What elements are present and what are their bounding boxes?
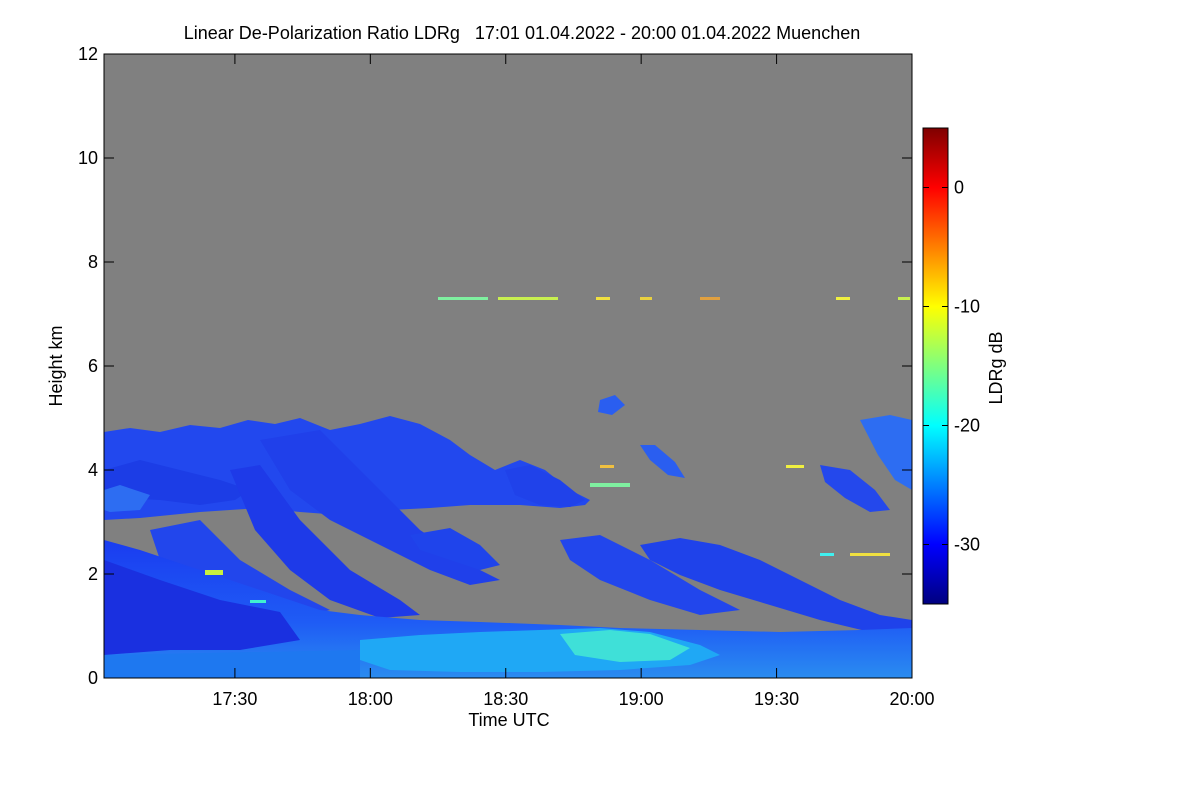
y-tick-label: 4 bbox=[88, 460, 98, 480]
colorbar-ticks: 0 -10 -20 -30 bbox=[923, 178, 980, 555]
y-tick-label: 6 bbox=[88, 356, 98, 376]
colorbar-tick-label: -10 bbox=[954, 297, 980, 317]
x-tick-label: 18:00 bbox=[348, 689, 393, 709]
chart-title: Linear De-Polarization Ratio LDRg 17:01 … bbox=[184, 23, 860, 43]
x-tick-label: 20:00 bbox=[889, 689, 934, 709]
colorbar-tick-label: 0 bbox=[954, 178, 964, 198]
y-tick-label: 12 bbox=[78, 44, 98, 64]
colorbar-label: LDRg dB bbox=[986, 331, 1006, 404]
x-tick-label: 19:30 bbox=[754, 689, 799, 709]
x-tick-label: 18:30 bbox=[483, 689, 528, 709]
heatmap-field bbox=[104, 297, 912, 678]
colorbar bbox=[922, 127, 949, 605]
y-tick-label: 0 bbox=[88, 668, 98, 688]
colorbar-tick-label: -20 bbox=[954, 416, 980, 436]
x-axis: 17:30 18:00 18:30 19:00 19:30 20:00 bbox=[212, 54, 935, 709]
y-axis: 0 2 4 6 8 10 12 bbox=[78, 44, 912, 688]
y-tick-label: 8 bbox=[88, 252, 98, 272]
y-tick-label: 10 bbox=[78, 148, 98, 168]
y-axis-label: Height km bbox=[46, 325, 66, 406]
y-tick-label: 2 bbox=[88, 564, 98, 584]
x-tick-label: 17:30 bbox=[212, 689, 257, 709]
colorbar-tick-label: -30 bbox=[954, 535, 980, 555]
x-tick-label: 19:00 bbox=[619, 689, 664, 709]
x-axis-label: Time UTC bbox=[468, 710, 549, 730]
